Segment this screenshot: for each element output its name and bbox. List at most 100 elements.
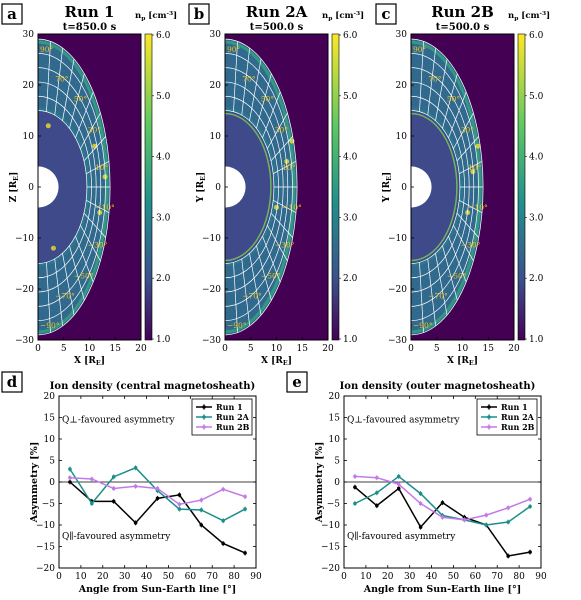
y-tick-label: −20 [321,564,340,574]
x-tick-label: 0 [408,344,414,354]
x-tick-label: 10 [84,344,96,354]
angle-label: 90° [227,45,241,54]
data-point [68,475,72,480]
y-tick-label: 30 [23,30,35,40]
x-tick-label: 10 [360,572,372,582]
series-run-1 [353,484,532,559]
map-title: Run 2A [246,3,308,21]
y-tick-label: −10 [202,234,221,244]
angle-label: 50° [261,95,275,104]
legend-label: Run 2B [501,422,535,432]
data-point [462,518,467,522]
angle-label: −70° [55,291,75,300]
annotation-bottom: Q∥-favoured asymmetry [62,531,171,542]
y-tick-label: 20 [329,392,341,402]
data-point [440,515,445,520]
data-point [155,496,160,501]
data-point [353,474,357,479]
angle-label: −70° [428,291,448,300]
colorbar-tick-label: 4.0 [529,153,544,163]
y-tick-label: −30 [202,336,221,346]
y-tick-label: 20 [396,81,408,91]
data-point [353,485,357,489]
panel-letter-box [375,3,397,25]
sheath-grid [225,38,298,336]
series-run-2a [68,465,247,524]
annotation-top: Q⊥-favoured asymmetry [347,416,461,426]
series-line [69,466,246,522]
colorbar-label: np [cm-3] [135,10,177,22]
data-point [418,525,423,529]
data-point [199,523,204,527]
series-line [354,486,531,557]
y-tick-label: 10 [396,132,408,142]
angle-label: −90° [413,321,433,330]
colorbar-tick-label: 3.0 [156,213,171,223]
x-tick-label: 10 [271,344,283,354]
panel-letter: e [292,373,302,391]
y-tick-label: −20 [388,285,407,295]
panel-letter-box [286,371,308,393]
data-point [133,484,138,489]
colorbar-tick-label: 3.0 [529,213,544,223]
data-point [396,482,401,486]
x-axis-label: Angle from Sun-Earth line [°] [363,584,522,595]
data-point [155,486,160,491]
x-tick-label: 0 [56,572,62,582]
data-point [111,499,116,504]
x-tick-label: 60 [470,572,482,582]
y-tick-label: −30 [15,336,34,346]
map-title: Run 2B [431,3,494,21]
x-tick-label: 70 [491,572,503,582]
x-tick-label: 30 [119,572,131,582]
angle-label: 10° [95,163,109,172]
y-tick-label: 20 [44,392,56,402]
y-tick-label: 20 [23,81,35,91]
angle-label: −10° [95,203,115,212]
x-axis-label: X [RE] [74,356,105,367]
angle-label: 10° [282,163,296,172]
x-tick-label: 20 [508,344,520,354]
data-point [221,518,225,523]
data-point [199,498,204,502]
asymmetry-charts: d Ion density (central magnetosheath)2015… [1,371,547,595]
y-axis-label: Y [RE] [382,172,393,203]
data-point [528,504,532,509]
x-tick-label: 20 [382,572,394,582]
x-tick-label: 40 [141,572,153,582]
y-axis-label: Asymmetry [%] [314,442,325,524]
x-axis-label: X [RE] [261,356,292,367]
map-panel-a: 90° 70° 50° 30° 10° −10° −30° −50° −70° −90° 30 20 1… [1,3,177,367]
line-chart-d: d Ion density (central magnetosheath)2015… [1,371,262,595]
magnetosphere [225,110,274,264]
annotation-bottom: Q∥-favoured asymmetry [347,531,456,542]
angle-label: −30° [461,241,481,250]
y-tick-label: 0 [28,183,34,193]
map-panel-b: 90° 70° 50° 30° 10° −10° −30° −50° −70° −90° 30 20 1… [188,3,364,367]
angle-label: 30° [88,125,102,134]
x-tick-label: 15 [483,344,495,354]
x-tick-label: 30 [404,572,416,582]
y-tick-label: 5 [49,457,55,467]
angle-label: 50° [74,95,88,104]
colorbar-tick-label: 1.0 [343,335,358,345]
magnetosphere [411,110,460,264]
colorbar-tick-label: 6.0 [156,31,171,41]
y-tick-label: −10 [388,234,407,244]
data-point [243,551,247,555]
chart-title: Ion density (central magnetosheath) [50,381,256,392]
x-tick-label: 0 [35,344,41,354]
x-tick-label: 5 [61,344,67,354]
panel-letter: a [7,5,17,23]
y-tick-label: −10 [36,521,55,531]
colorbar-label: np [cm-3] [322,10,364,22]
colorbar-tick-label: 2.0 [156,274,171,284]
x-tick-label: 40 [426,572,438,582]
earth [38,166,59,208]
data-point [177,507,182,511]
y-tick-label: −30 [388,336,407,346]
data-point [111,475,116,479]
x-tick-label: 50 [163,572,175,582]
data-point [484,523,489,527]
data-point [199,508,204,512]
